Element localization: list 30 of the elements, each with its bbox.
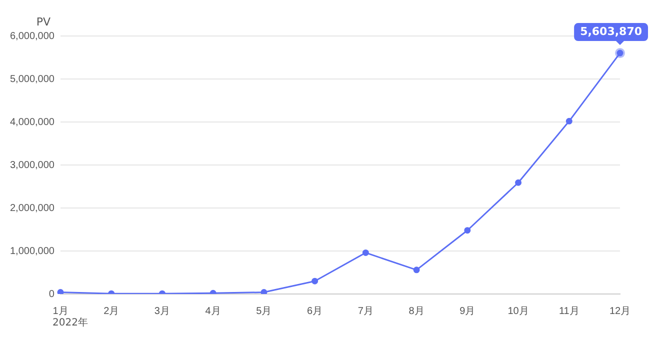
point (566, 118, 572, 124)
x-tick-label: 12月 (609, 306, 631, 317)
y-tick-label: 3,000,000 (10, 160, 55, 171)
text: 2022年 (52, 316, 88, 329)
x-tick-label: 3月 (154, 306, 170, 317)
y-tick-label: 1,000,000 (10, 246, 55, 257)
x-tick-label: 11月 (558, 306, 580, 317)
x-tick-label: 4月 (205, 306, 221, 317)
point (413, 266, 420, 274)
x-tick-label: 10月 (508, 306, 529, 317)
x-tick-label: 6月 (307, 306, 323, 317)
y-tick-label: 2,000,000 (10, 202, 55, 214)
point (515, 179, 522, 186)
x-tick-label: 1月 (52, 306, 68, 317)
data-label: 5,603,870 (580, 24, 642, 38)
y-axis-title: PV (36, 15, 51, 28)
x-tick-label: 5月 (256, 306, 272, 317)
point (464, 227, 471, 234)
point (57, 289, 64, 294)
y-tick-label: 6,000,000 (10, 30, 55, 42)
x-tick-label: 2月 (104, 306, 120, 317)
y-tick-label: 4,000,000 (10, 116, 55, 128)
y-tick-label: 5,000,000 (10, 74, 55, 85)
x-tick-label: 9月 (460, 306, 476, 317)
x-tick-label: 7月 (358, 306, 374, 317)
point (362, 249, 369, 256)
point (260, 289, 268, 294)
x-tick-label: 8月 (408, 306, 424, 317)
y-tick-label: 0 (48, 288, 55, 300)
point (312, 278, 318, 284)
